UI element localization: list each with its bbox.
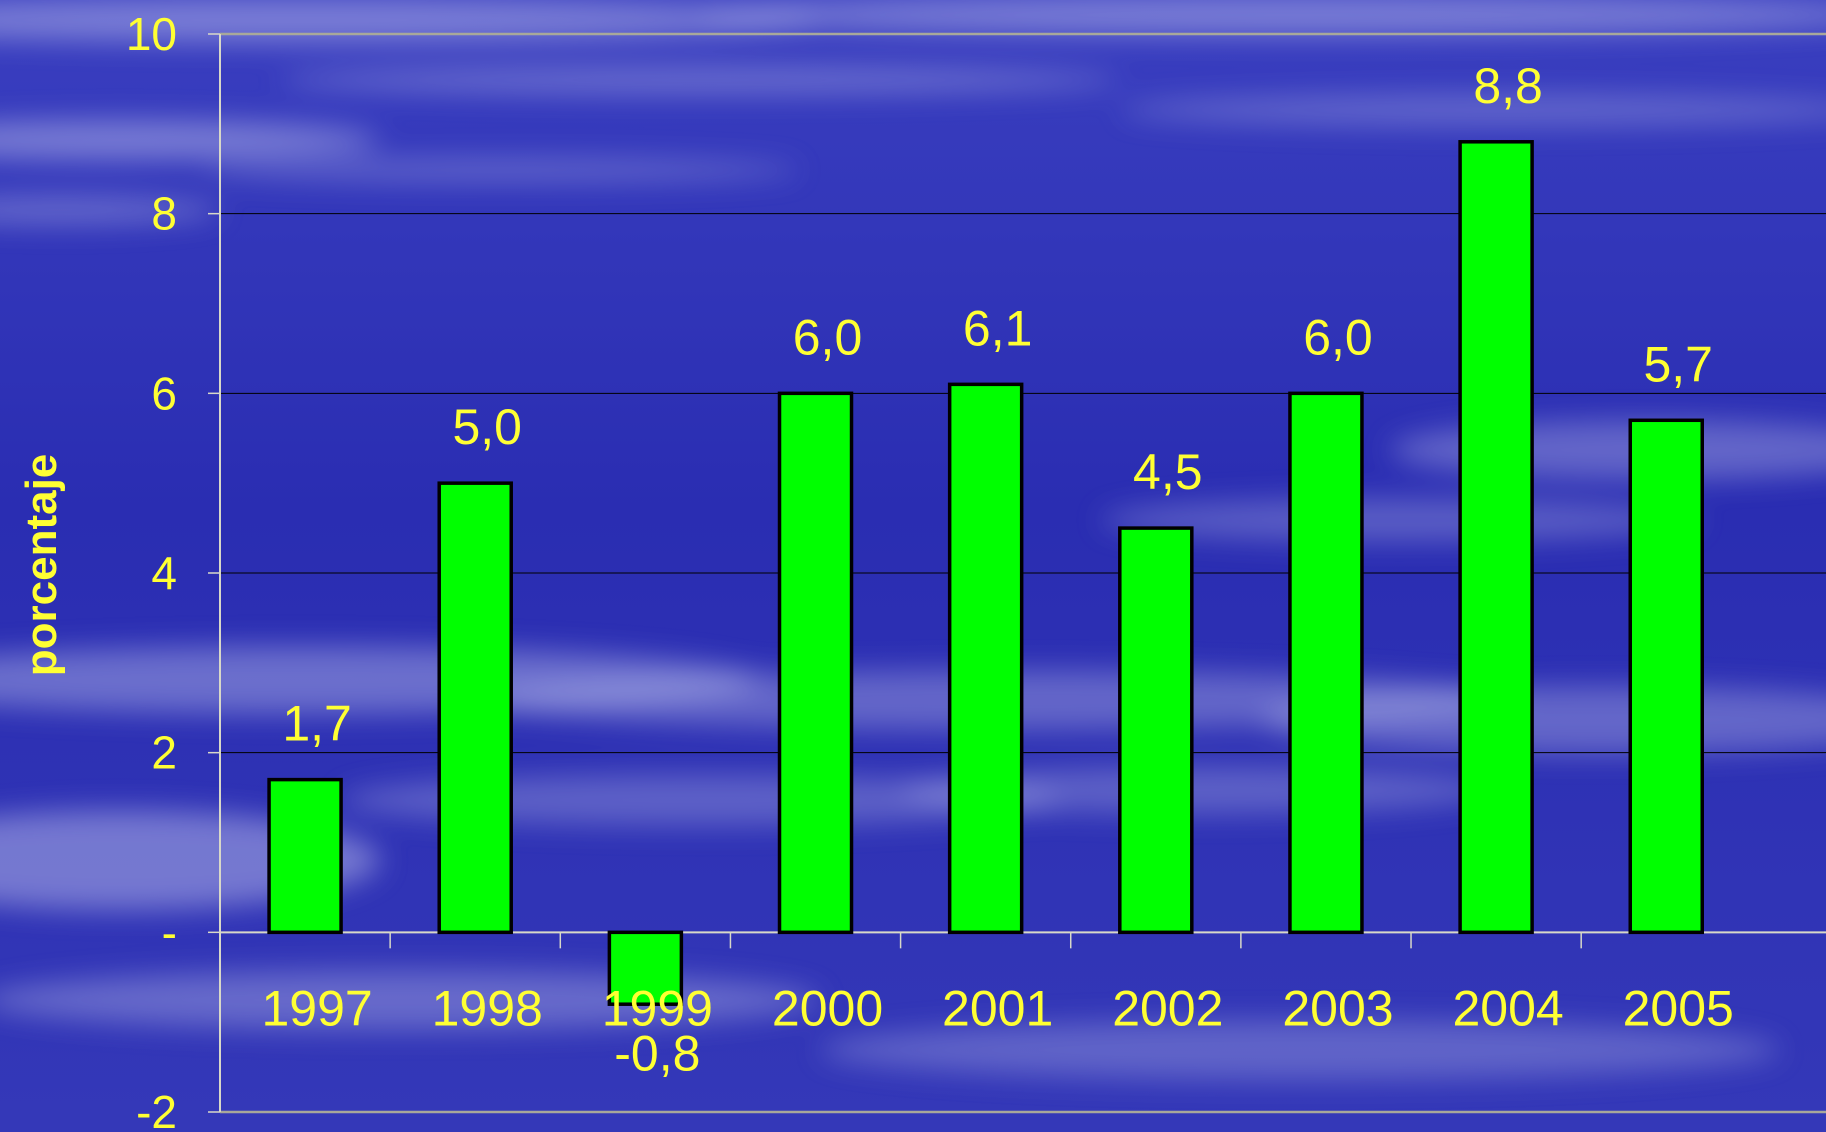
value-label: 8,8 — [1473, 58, 1543, 114]
bar-2004 — [1458, 140, 1534, 935]
bar-2000 — [777, 391, 854, 935]
x-tick-label: 2001 — [942, 980, 1053, 1036]
value-label: 6,1 — [963, 300, 1033, 356]
x-tick-label: 2005 — [1623, 980, 1734, 1036]
x-tick-label: 2003 — [1282, 980, 1393, 1036]
x-tick-label: 2004 — [1452, 980, 1563, 1036]
bar-2003 — [1288, 391, 1364, 935]
x-tick-label: 1999 — [602, 980, 713, 1036]
x-tick-label: 1997 — [261, 980, 372, 1036]
x-tick-label: 2000 — [772, 980, 883, 1036]
value-label: -0,8 — [614, 1025, 700, 1081]
y-tick-label: 10 — [126, 8, 177, 60]
bar-2005 — [1628, 418, 1704, 935]
bar-1997 — [267, 777, 343, 935]
y-tick-label: 2 — [151, 727, 177, 779]
value-label: 1,7 — [282, 696, 352, 752]
value-label: 5,0 — [452, 399, 522, 455]
value-label: 6,0 — [793, 309, 863, 365]
x-tick-label: 1998 — [432, 980, 543, 1036]
value-label: 6,0 — [1303, 309, 1373, 365]
bar-1998 — [437, 481, 513, 935]
bar-1999 — [607, 930, 684, 1006]
bar-2001 — [947, 382, 1024, 935]
labels: 10 8 6 4 2 - -2 1997 1,7 1998 5,0 1999-0,8 2000 6,0 20… — [126, 8, 1734, 1132]
y-tick-label: - — [162, 906, 177, 958]
y-tick-label: 6 — [151, 367, 177, 419]
bars — [267, 140, 1704, 1006]
y-tick-label: -2 — [136, 1086, 177, 1132]
y-tick-label: 8 — [151, 188, 177, 240]
bar-2002 — [1118, 526, 1194, 935]
y-axis-label: porcentaje — [17, 454, 66, 677]
y-tick-label: 4 — [151, 547, 177, 599]
value-label: 5,7 — [1643, 336, 1713, 392]
value-label: 4,5 — [1133, 444, 1203, 500]
x-tick-label: 2002 — [1112, 980, 1223, 1036]
